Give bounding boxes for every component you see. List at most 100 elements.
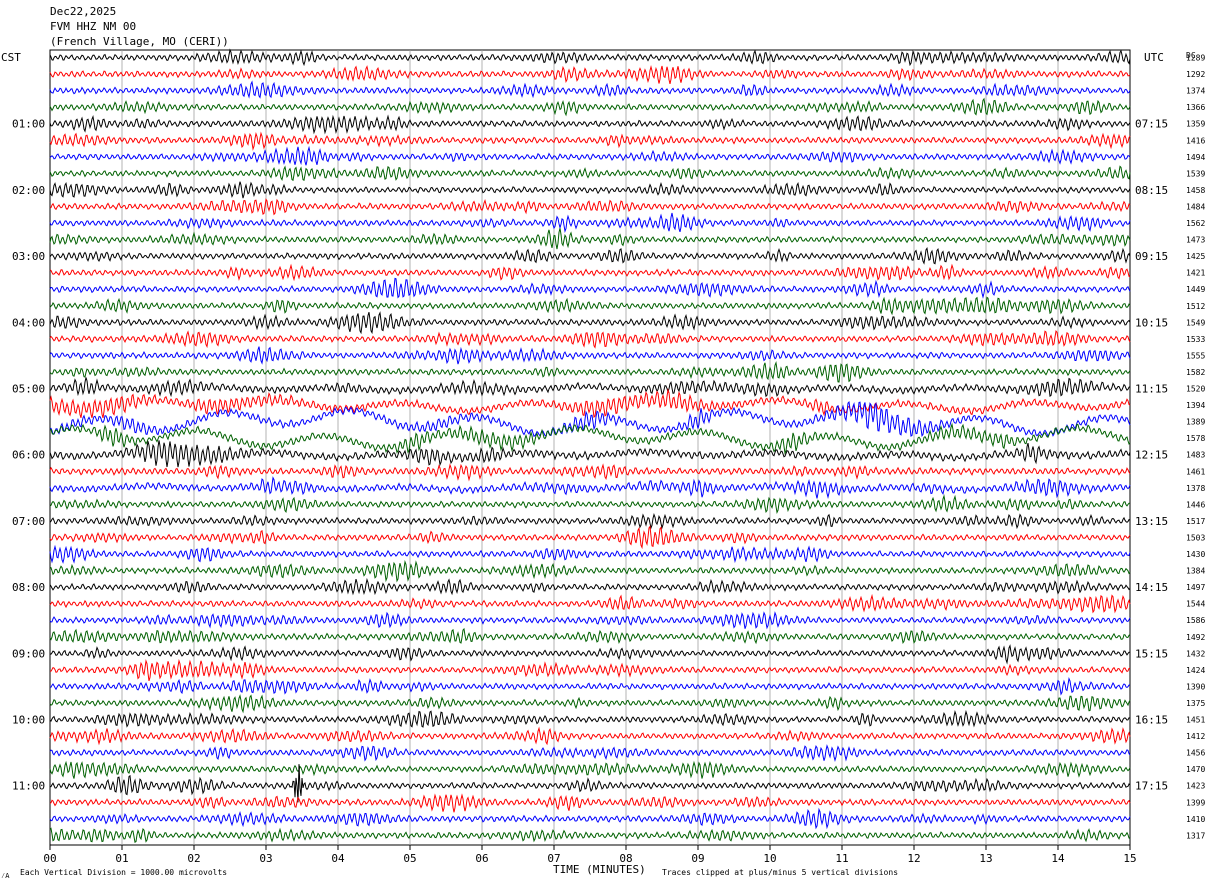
left-hour-label: 10:00	[12, 714, 45, 727]
x-tick-label: 03	[259, 852, 272, 865]
scale-note: Each Vertical Division = 1000.00 microvo…	[20, 868, 227, 877]
dc-offset-label: 1470	[1186, 765, 1205, 774]
trace-row	[49, 346, 1131, 365]
trace-row	[49, 377, 1131, 398]
dc-offset-label: 1484	[1186, 202, 1205, 211]
trace-row	[49, 611, 1131, 630]
x-tick-label: 13	[979, 852, 992, 865]
dc-offset-label: 1449	[1186, 285, 1205, 294]
left-hour-label: 02:00	[12, 184, 45, 197]
left-hour-label: 09:00	[12, 647, 45, 660]
trace-row	[49, 311, 1131, 335]
left-hour-label: 05:00	[12, 383, 45, 396]
x-tick-label: 06	[475, 852, 488, 865]
dc-offset-label: 1473	[1186, 236, 1205, 245]
trace-row	[49, 48, 1131, 67]
dc-offset-label: 1578	[1186, 434, 1205, 443]
x-tick-label: 05	[403, 852, 416, 865]
trace-row	[49, 360, 1131, 383]
dc-offset-label: 1410	[1186, 815, 1205, 824]
dc-offset-label: 1289	[1186, 54, 1205, 63]
x-tick-label: 12	[907, 852, 920, 865]
left-hour-label: 11:00	[12, 780, 45, 793]
trace-row	[49, 760, 1131, 779]
trace-row	[49, 388, 1131, 419]
trace-row	[49, 494, 1130, 515]
axis-labels: 00 01 02 03 04 05 06 07 08 09 10 11 12 13 14 15 1289 1292…	[12, 54, 1205, 866]
trace-row	[49, 440, 1131, 468]
x-tick-label: 07	[547, 852, 560, 865]
trace-row	[49, 559, 1131, 583]
trace-row	[49, 246, 1131, 265]
dc-offset-label: 1520	[1186, 385, 1205, 394]
trace-row	[49, 726, 1131, 746]
left-hour-label: 01:00	[12, 118, 45, 131]
seismic-traces	[49, 48, 1131, 844]
dc-offset-label: 1378	[1186, 484, 1205, 493]
dc-offset-label: 1562	[1186, 219, 1205, 228]
right-hour-label: 11:15	[1135, 383, 1168, 396]
trace-row	[49, 544, 1131, 564]
dc-offset-label: 1424	[1186, 666, 1205, 675]
header-station: FVM HHZ NM 00	[50, 20, 136, 33]
dc-offset-label: 1412	[1186, 732, 1205, 741]
trace-row	[49, 676, 1131, 696]
dc-offset-label: 1292	[1186, 70, 1205, 79]
right-hour-label: 17:15	[1135, 780, 1168, 793]
dc-offset-label: 1384	[1186, 567, 1205, 576]
dc-offset-label: 1366	[1186, 103, 1205, 112]
trace-row	[49, 658, 1131, 682]
dc-offset-label: 1423	[1186, 782, 1205, 791]
trace-row	[49, 296, 1131, 316]
trace-row	[49, 793, 1131, 813]
trace-row	[49, 330, 1131, 349]
dc-offset-label: 1582	[1186, 368, 1205, 377]
plot-frame	[49, 49, 1131, 846]
logo-mark: ⁄A	[1, 872, 10, 880]
trace-row	[49, 476, 1131, 499]
right-timezone-label: UTC	[1144, 51, 1164, 64]
trace-row	[49, 198, 1131, 216]
dc-offset-label: 1549	[1186, 318, 1205, 327]
header-location: (French Village, MO (CERI))	[50, 35, 229, 48]
dc-offset-label: 1503	[1186, 533, 1205, 542]
dc-offset-label: 1394	[1186, 401, 1205, 410]
right-hour-label: 13:15	[1135, 515, 1168, 528]
x-tick-label: 11	[835, 852, 848, 865]
dc-offset-label: 1539	[1186, 169, 1205, 178]
right-hour-label: 07:15	[1135, 118, 1168, 131]
left-hour-label: 06:00	[12, 449, 45, 462]
x-tick-label: 02	[187, 852, 200, 865]
clip-note: Traces clipped at plus/minus 5 vertical …	[662, 868, 898, 877]
dc-offset-label: 1483	[1186, 451, 1205, 460]
trace-row	[49, 764, 1131, 803]
dc-offset-label: 1317	[1186, 831, 1205, 840]
trace-row	[49, 114, 1131, 135]
right-hour-label: 15:15	[1135, 647, 1168, 660]
trace-row	[49, 145, 1131, 166]
x-tick-label: 08	[619, 852, 632, 865]
trace-row	[49, 463, 1131, 482]
trace-row	[49, 807, 1131, 830]
trace-row	[49, 744, 1131, 763]
x-axis-title: TIME (MINUTES)	[553, 863, 646, 876]
dc-offset-label: 1461	[1186, 467, 1205, 476]
x-tick-label: 14	[1051, 852, 1065, 865]
trace-row	[49, 827, 1131, 844]
dc-offset-label: 1359	[1186, 120, 1205, 129]
x-tick-label: 00	[43, 852, 56, 865]
right-hour-label: 12:15	[1135, 449, 1168, 462]
right-hour-label: 08:15	[1135, 184, 1168, 197]
dc-offset-label: 1446	[1186, 500, 1205, 509]
right-hour-label: 14:15	[1135, 581, 1168, 594]
x-tick-label: 01	[115, 852, 128, 865]
trace-row	[49, 627, 1131, 645]
dc-offset-label: 1458	[1186, 186, 1205, 195]
left-hour-label: 03:00	[12, 250, 45, 263]
trace-row	[49, 80, 1131, 99]
left-timezone-label: CST	[1, 51, 21, 64]
trace-row	[49, 131, 1131, 151]
trace-row	[49, 212, 1131, 233]
trace-row	[49, 401, 1131, 438]
dc-offset-label: 1555	[1186, 351, 1205, 360]
